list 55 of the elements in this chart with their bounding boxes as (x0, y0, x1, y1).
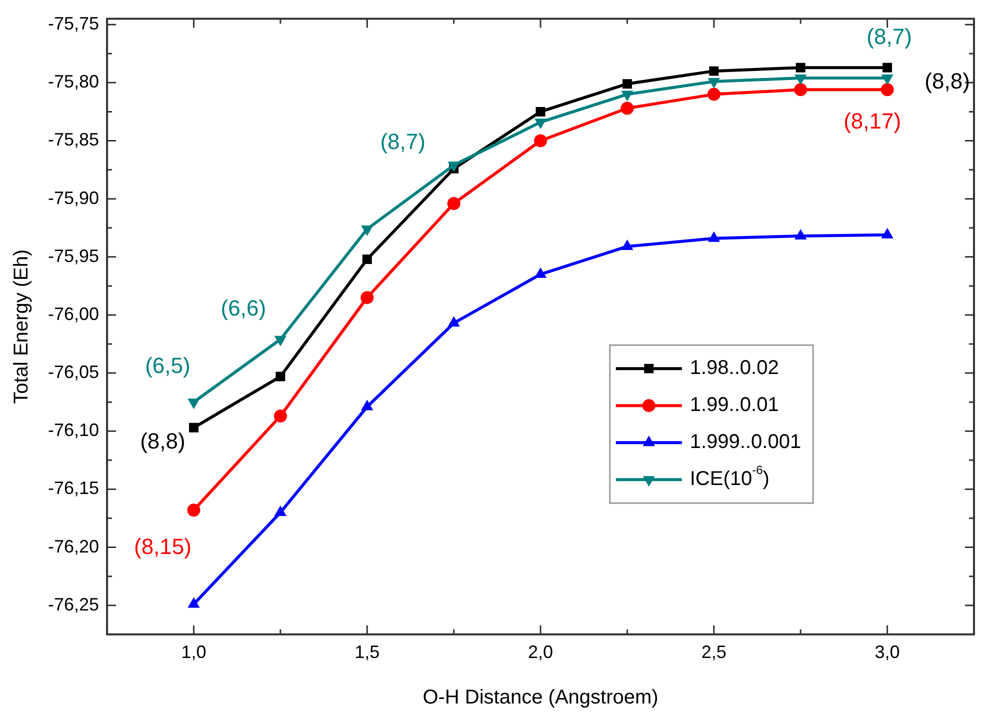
y-axis-title: Total Energy (Eh) (10, 249, 33, 404)
annotation: (8,17) (844, 108, 902, 134)
point (794, 230, 806, 240)
point (274, 410, 287, 423)
annotation: (8,7) (866, 24, 912, 50)
point (882, 228, 893, 238)
point (276, 372, 286, 382)
x-tick-label: 2,5 (701, 642, 726, 662)
y-tick-label: -75,75 (48, 14, 100, 34)
point (534, 268, 546, 278)
point (187, 504, 200, 517)
legend-label: 1.999..0.001 (690, 431, 802, 454)
y-tick-label: -76,20 (48, 536, 100, 556)
point (709, 66, 719, 76)
point (536, 106, 546, 116)
y-tick-label: -75,85 (48, 130, 100, 150)
annotation: (8,8) (924, 68, 970, 94)
annotation: (8,8) (140, 428, 186, 454)
y-tick-label: -75,90 (48, 188, 100, 208)
x-tick-label: 3,0 (874, 642, 900, 662)
point (707, 88, 720, 101)
x-tick-label: 1,0 (181, 642, 206, 662)
point (274, 506, 286, 516)
annotation: (8,15) (134, 534, 192, 560)
y-tick-label: -76,15 (48, 478, 100, 498)
point (708, 232, 720, 242)
point (448, 316, 460, 327)
y-tick-label: -76,25 (48, 594, 100, 614)
point (188, 598, 200, 608)
point (880, 83, 894, 96)
point (796, 62, 806, 72)
point (534, 134, 548, 148)
legend-label: 1.98..0.02 (690, 357, 779, 380)
point (360, 291, 374, 304)
annotation: (8,7) (380, 129, 426, 154)
y-tick-label: -75,80 (48, 72, 100, 92)
point (622, 79, 632, 89)
legend-label: 1.99..0.01 (690, 394, 779, 416)
point (622, 240, 633, 250)
x-axis-title: O-H Distance (Angstroem) (422, 686, 658, 709)
point (188, 422, 198, 432)
point (447, 196, 460, 210)
point (620, 102, 634, 115)
y-tick-label: -75,95 (48, 246, 100, 266)
point (361, 400, 373, 410)
x-tick-label: 1,5 (354, 642, 380, 662)
annotation: (6,5) (145, 353, 190, 378)
y-tick-label: -76,05 (48, 362, 100, 382)
point (882, 62, 892, 72)
point (362, 254, 372, 264)
x-tick-label: 2,0 (528, 642, 554, 662)
annotation: (6,6) (220, 295, 266, 320)
y-tick-label: -76,10 (48, 420, 100, 440)
point (794, 83, 808, 96)
y-tick-label: -76,00 (48, 304, 100, 324)
